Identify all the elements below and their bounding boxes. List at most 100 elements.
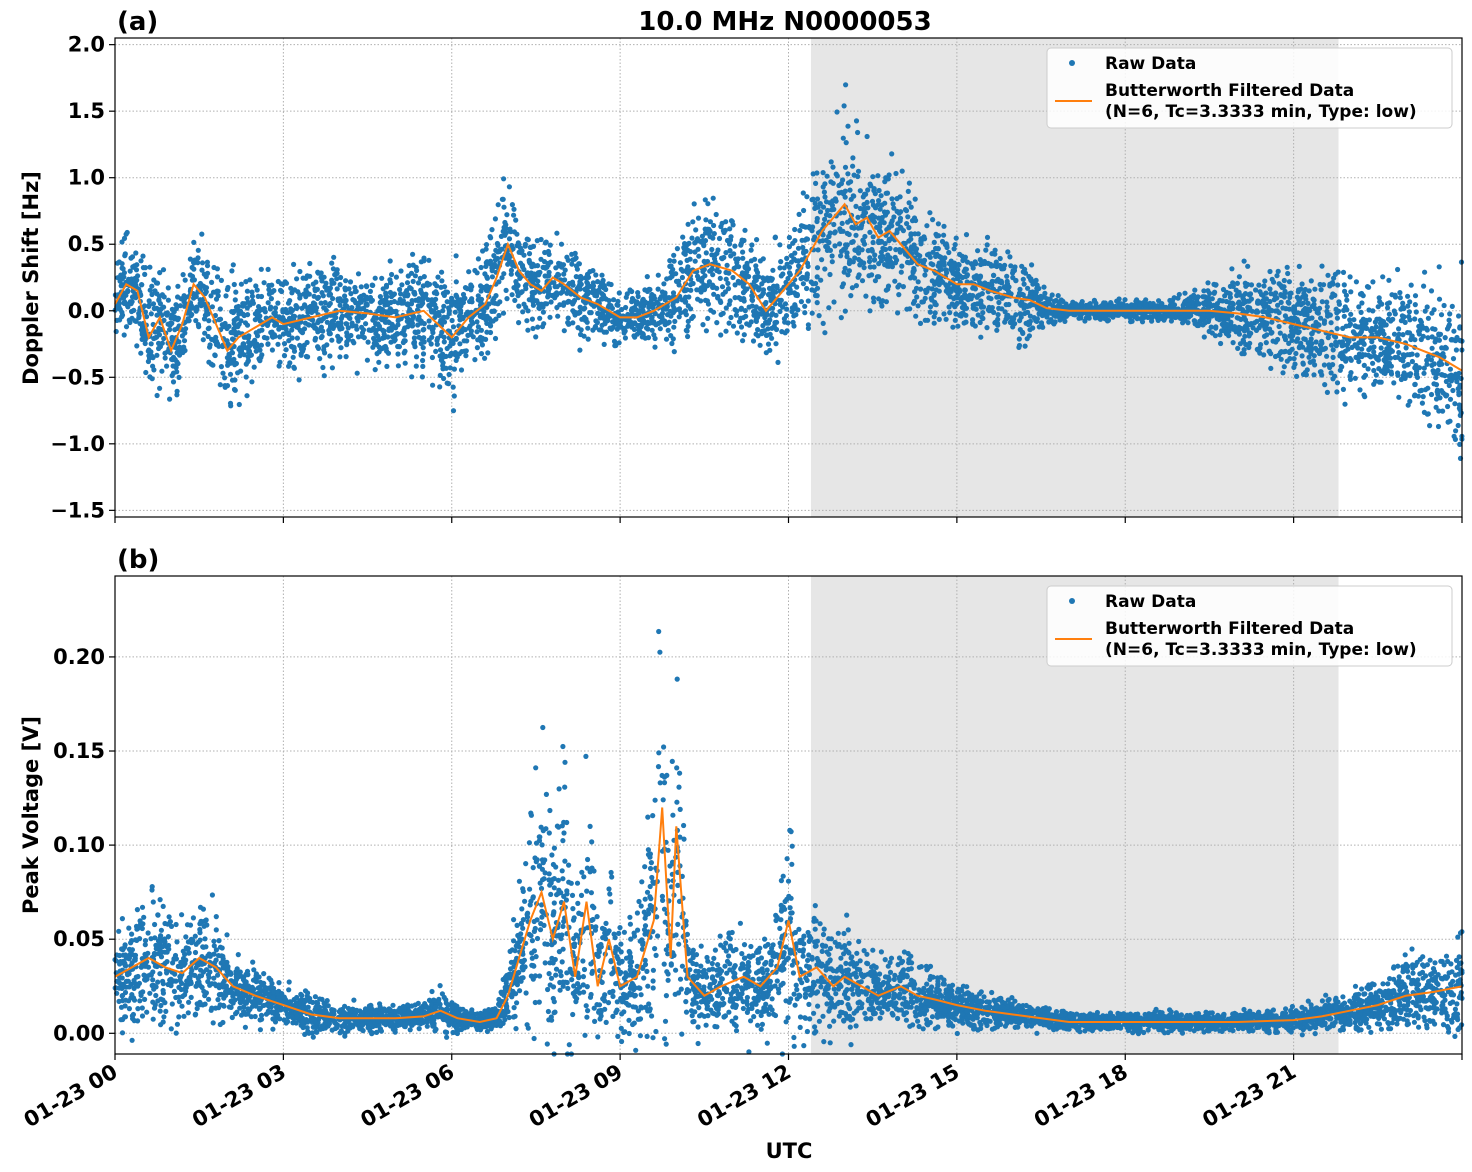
raw-data-point (733, 256, 739, 262)
raw-data-point (799, 237, 805, 243)
raw-data-point (1213, 313, 1220, 319)
raw-data-point (1427, 423, 1433, 429)
raw-data-point (1242, 323, 1248, 329)
raw-data-point (655, 272, 661, 278)
raw-data-point (1425, 411, 1431, 417)
raw-data-point (303, 353, 309, 360)
raw-data-point (1362, 352, 1368, 358)
raw-data-point (483, 242, 490, 248)
raw-data-point (1201, 334, 1207, 340)
raw-data-point (877, 239, 883, 245)
raw-data-point (1334, 315, 1340, 321)
raw-data-point (867, 308, 873, 314)
raw-data-point (877, 229, 884, 235)
raw-data-point (1336, 299, 1342, 305)
raw-data-point (407, 285, 413, 291)
raw-data-point (306, 322, 312, 328)
raw-data-point (365, 339, 371, 345)
raw-data-point (1280, 370, 1286, 376)
raw-data-point (147, 264, 153, 270)
raw-data-point (1002, 319, 1008, 325)
raw-data-point (723, 250, 729, 256)
raw-data-point (1397, 295, 1403, 301)
raw-data-point (410, 262, 416, 268)
raw-data-point (344, 333, 350, 339)
raw-data-point (343, 354, 349, 360)
raw-data-point (1053, 297, 1059, 304)
raw-data-point (1381, 357, 1387, 363)
raw-data-point (570, 301, 576, 307)
raw-data-point (525, 327, 531, 333)
raw-data-point (130, 264, 136, 270)
raw-data-point (433, 348, 439, 354)
raw-data-point (147, 287, 153, 293)
raw-data-point (820, 204, 827, 210)
raw-data-point (156, 332, 163, 338)
raw-data-point (231, 356, 237, 362)
raw-data-point (289, 335, 295, 341)
raw-data-point (790, 281, 796, 287)
raw-data-point (250, 298, 256, 304)
raw-data-point (417, 317, 423, 323)
raw-data-point (913, 249, 919, 256)
raw-data-point (1352, 375, 1358, 381)
raw-data-point (453, 279, 459, 285)
raw-data-point (750, 338, 757, 344)
raw-data-point (291, 348, 298, 354)
raw-data-point (802, 303, 808, 309)
raw-data-point (243, 279, 249, 285)
raw-data-point (382, 343, 388, 350)
raw-data-point (1129, 318, 1135, 324)
raw-data-point (714, 267, 720, 274)
raw-data-point (870, 239, 876, 246)
raw-data-point (1397, 290, 1403, 296)
raw-data-point (501, 176, 507, 182)
raw-data-point (1138, 316, 1144, 322)
raw-data-point (1281, 334, 1288, 340)
raw-data-point (1301, 307, 1307, 313)
raw-data-point (275, 300, 281, 306)
raw-data-point (855, 168, 862, 174)
raw-data-point (231, 281, 237, 288)
raw-data-point (439, 269, 445, 275)
raw-data-point (963, 266, 970, 272)
raw-data-point (1335, 282, 1341, 288)
raw-data-point (233, 316, 239, 322)
raw-data-point (710, 282, 716, 288)
raw-data-point (324, 287, 330, 293)
raw-data-point (715, 293, 721, 300)
raw-data-point (329, 277, 335, 283)
raw-data-point (319, 333, 325, 340)
raw-data-point (1149, 318, 1155, 324)
raw-data-point (467, 323, 473, 329)
raw-data-point (372, 367, 378, 373)
raw-data-point (265, 300, 271, 306)
raw-data-point (441, 303, 447, 309)
raw-data-point (1291, 356, 1297, 362)
raw-data-point (217, 382, 223, 388)
raw-data-point (1356, 304, 1362, 310)
raw-data-point (829, 259, 835, 265)
raw-data-point (635, 290, 641, 296)
raw-data-point (343, 278, 349, 284)
raw-data-point (889, 223, 895, 229)
raw-data-point (535, 324, 541, 330)
raw-data-point (1414, 352, 1420, 358)
raw-data-point (404, 280, 411, 286)
raw-data-point (685, 221, 691, 227)
raw-data-point (828, 159, 834, 165)
raw-data-point (896, 292, 902, 298)
raw-data-point (1428, 357, 1434, 363)
raw-data-point (525, 237, 531, 243)
raw-data-point (326, 292, 332, 298)
raw-data-point (935, 221, 942, 227)
raw-data-point (121, 235, 128, 241)
raw-data-point (364, 357, 370, 363)
raw-data-point (450, 324, 457, 330)
raw-data-point (468, 282, 474, 288)
raw-data-point (936, 316, 942, 322)
raw-data-point (355, 334, 362, 340)
raw-data-point (703, 250, 709, 256)
raw-data-point (845, 123, 851, 129)
raw-data-point (1213, 324, 1219, 330)
